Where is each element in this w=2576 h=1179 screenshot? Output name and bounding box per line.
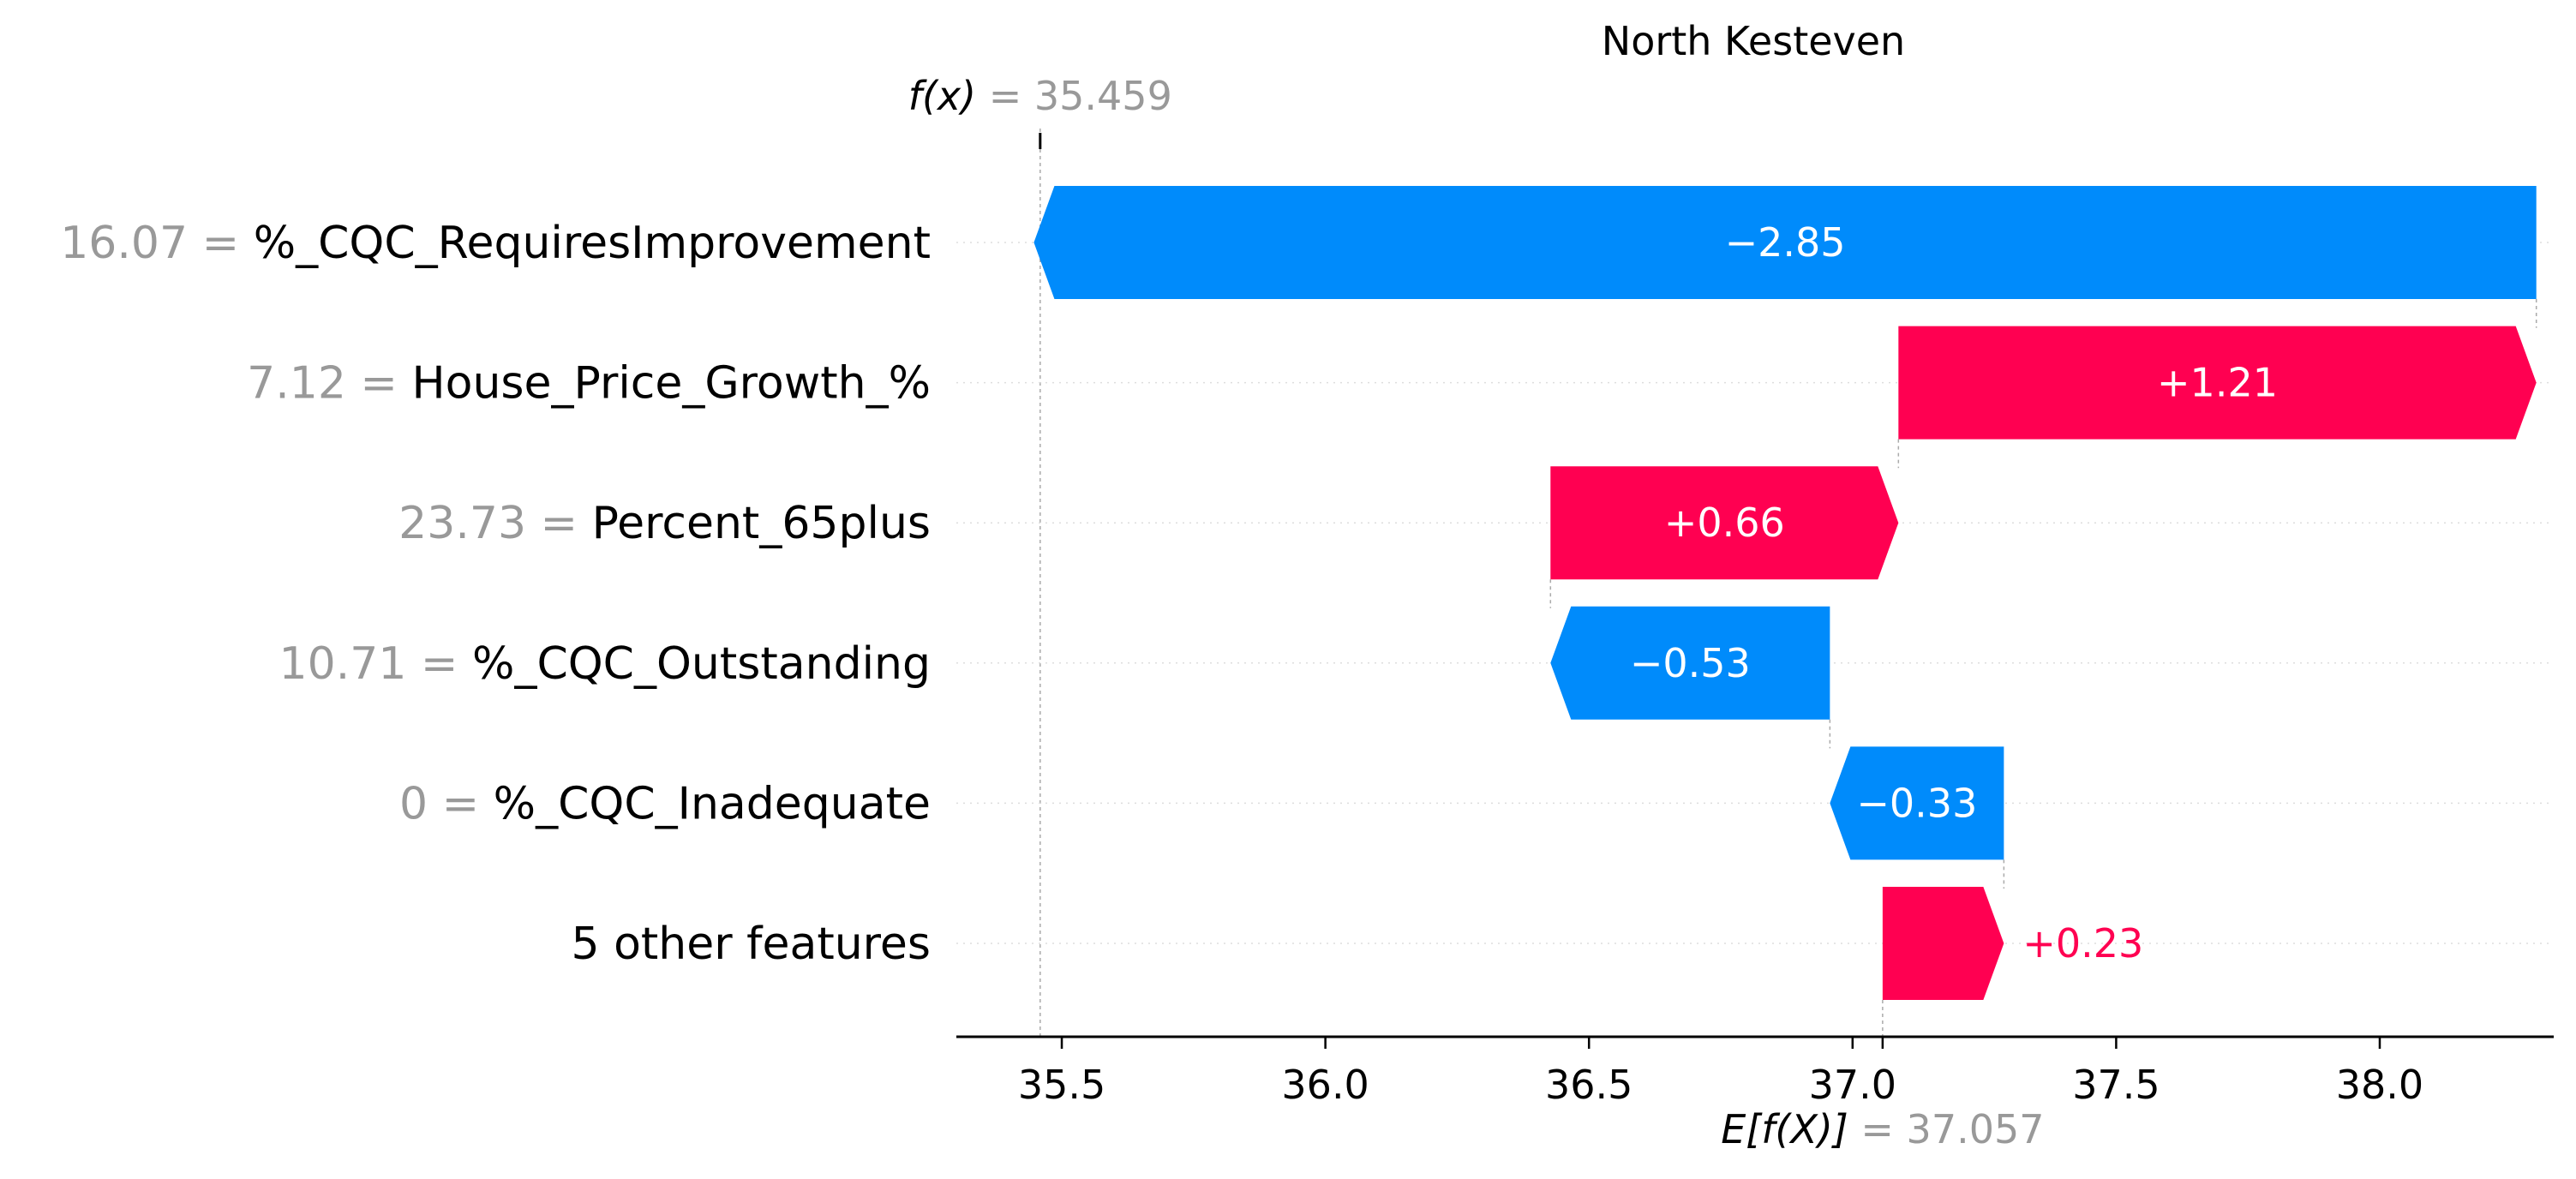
bars-layer xyxy=(1033,186,2537,1000)
feature-label: 5 other features xyxy=(571,919,931,970)
x-tick-label: 35.5 xyxy=(1018,1062,1105,1108)
bar-4 xyxy=(1830,746,2004,860)
labels-layer: f(x) = 35.459 −2.85 16.07 = %_CQC_Requires… xyxy=(60,73,2278,970)
bar-value-label: +0.23 xyxy=(2022,920,2143,967)
bar-0 xyxy=(1033,186,2537,299)
bar-2 xyxy=(1550,466,1899,580)
bar-value-label: +0.66 xyxy=(1664,500,1785,546)
x-tick-label: 36.5 xyxy=(1545,1062,1632,1108)
bar-value-label: −2.85 xyxy=(1725,219,1846,266)
feature-label: 23.73 = Percent_65plus xyxy=(398,498,931,549)
x-tick-label: 36.0 xyxy=(1281,1062,1369,1108)
feature-label: 16.07 = %_CQC_RequiresImprovement xyxy=(60,218,931,269)
bar-value-label: −0.33 xyxy=(1856,780,1977,826)
x-tick-label: 37.5 xyxy=(2072,1062,2160,1108)
x-axis: 35.5 36.0 36.5 37.0 37.5 38.0 E[f(X)] = 37.057 xyxy=(956,1035,2554,1152)
bar-value-label: +1.21 xyxy=(2157,360,2278,406)
base-value-label: E[f(X)] = 37.057 xyxy=(1721,1106,2044,1152)
bar-1 xyxy=(1898,326,2537,440)
feature-label: 10.71 = %_CQC_Outstanding xyxy=(279,638,931,690)
feature-label: 0 = %_CQC_Inadequate xyxy=(399,778,931,829)
x-tick-label: 37.0 xyxy=(1809,1062,1896,1108)
fx-label: f(x) = 35.459 xyxy=(908,73,1172,119)
bar-value-label: −0.53 xyxy=(1630,640,1751,686)
bar-5 xyxy=(1882,887,2004,1000)
bar-3 xyxy=(1550,606,1830,720)
x-tick-label: 38.0 xyxy=(2336,1062,2423,1108)
feature-label: 7.12 = House_Price_Growth_% xyxy=(247,358,931,410)
chart-title: North Kesteven xyxy=(1602,18,1905,64)
